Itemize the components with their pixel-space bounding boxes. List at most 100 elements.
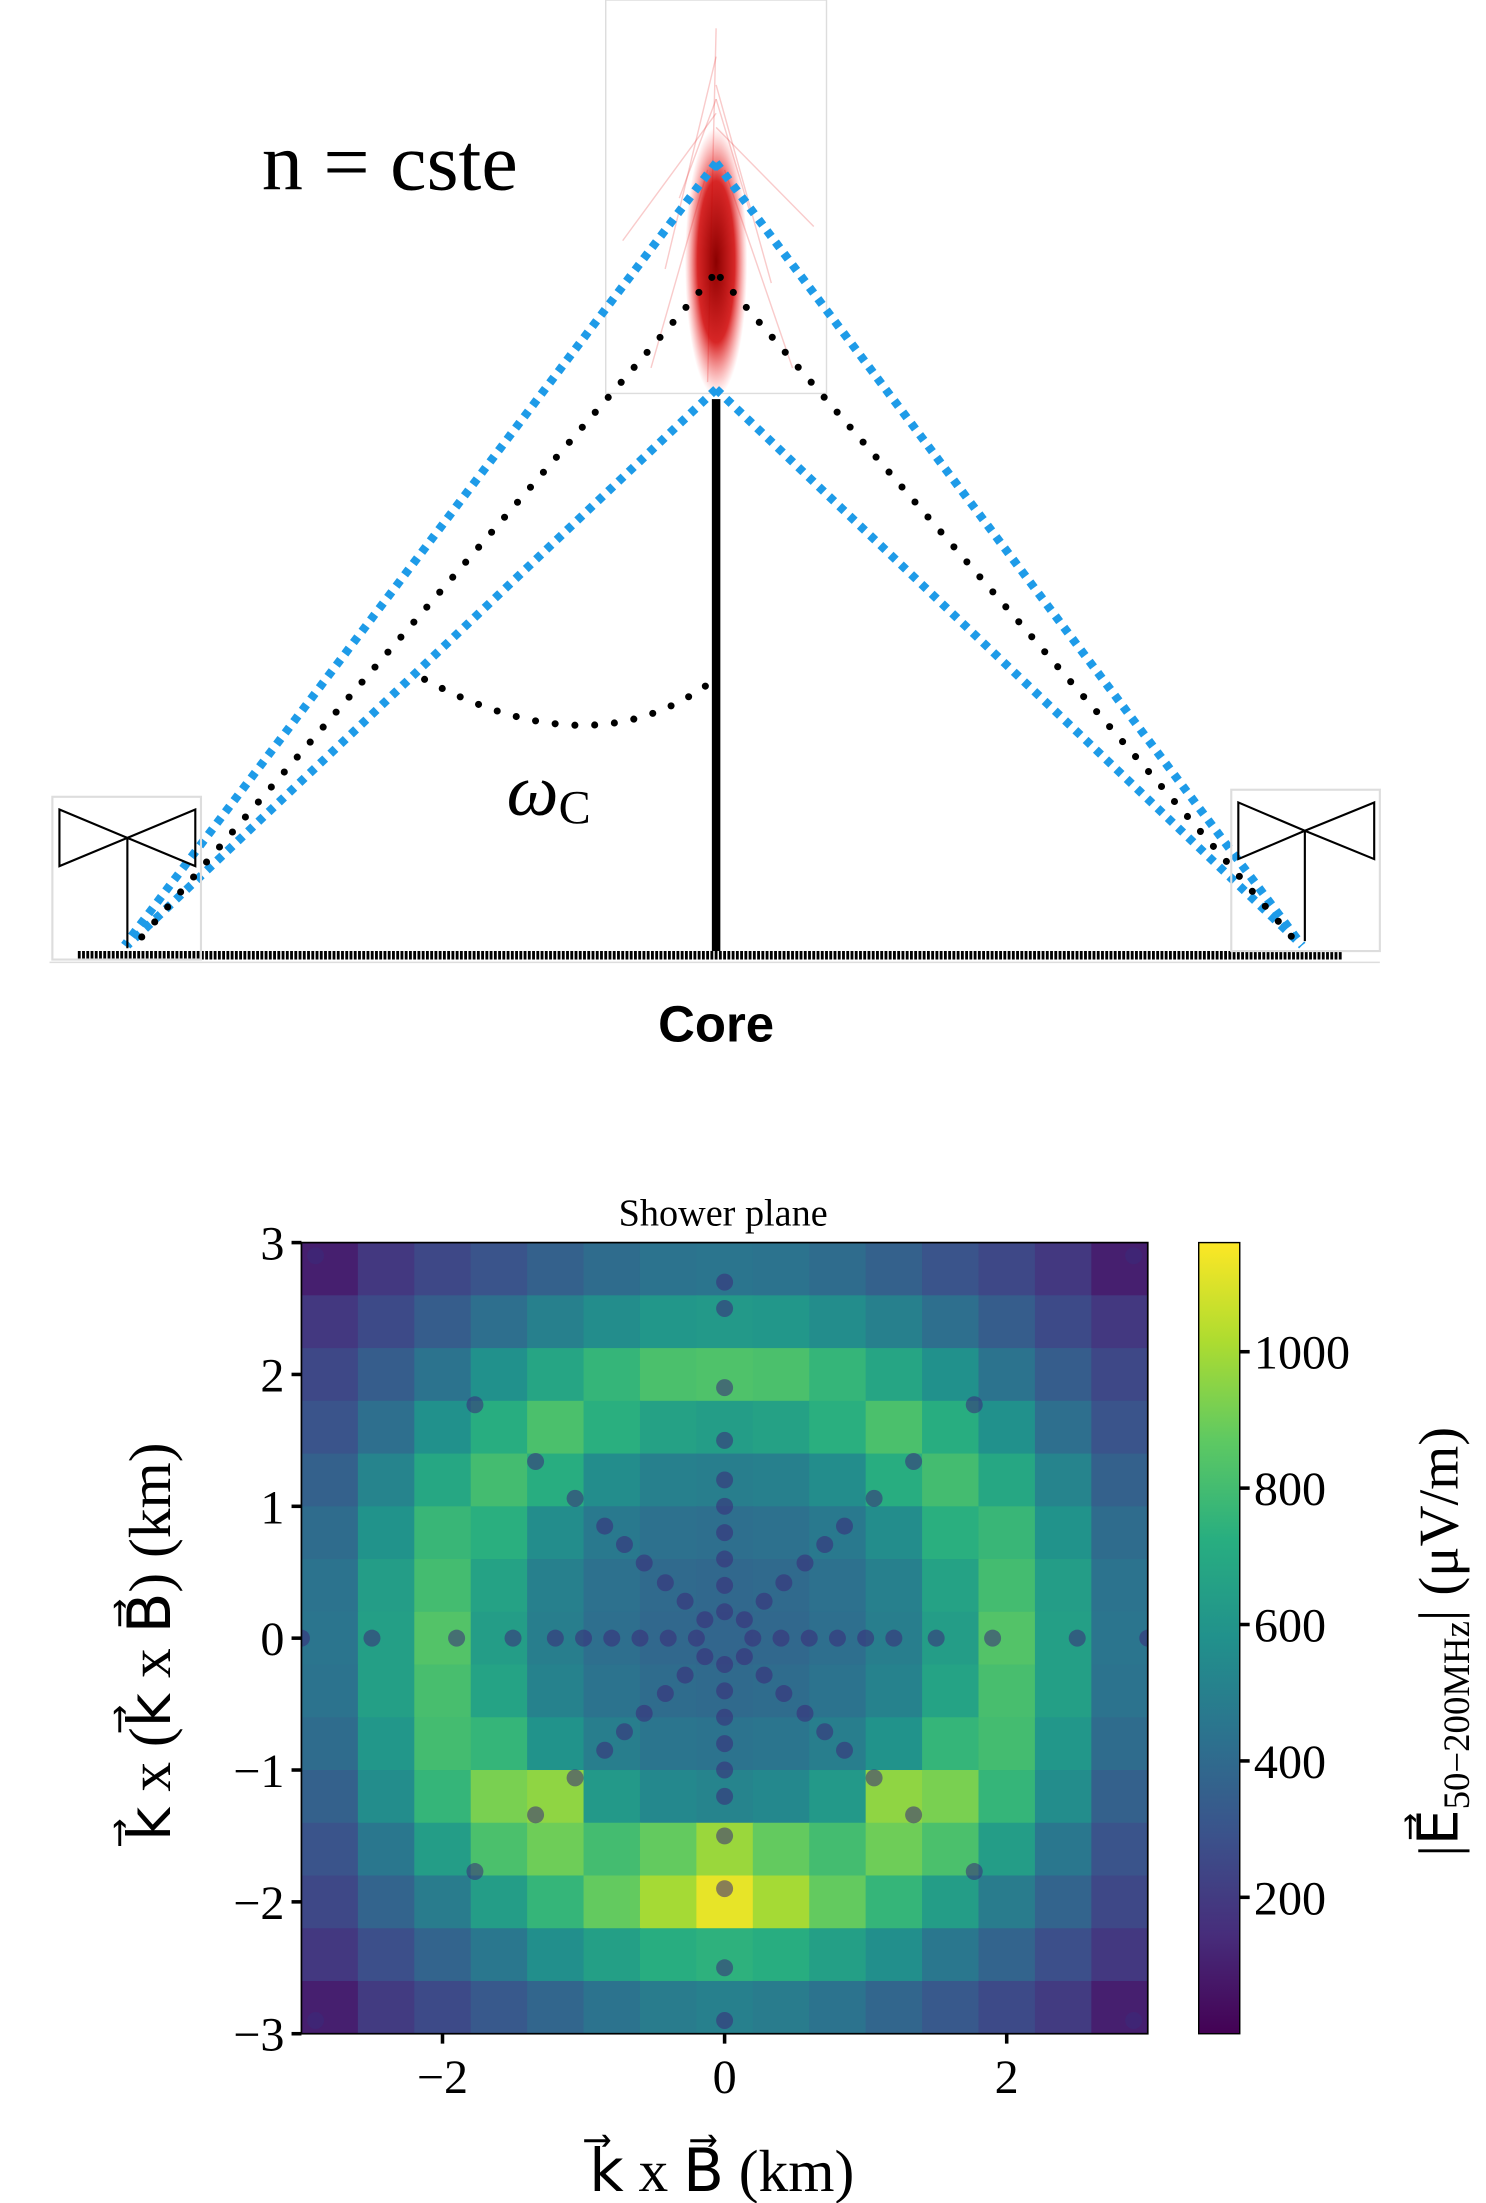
heatmap-cell	[357, 1717, 416, 1771]
antenna-point	[466, 1396, 484, 1414]
antenna-point	[836, 1741, 853, 1759]
heatmap-cell	[301, 1928, 359, 1982]
y-tick-label: −3	[233, 2009, 284, 2062]
antenna-point	[796, 1554, 814, 1572]
heatmap-cell	[357, 1348, 416, 1402]
antenna-point	[716, 1471, 734, 1489]
heatmap-cell	[414, 1559, 472, 1613]
heatmap-cell	[527, 1928, 585, 1982]
heatmap-cell	[470, 1348, 528, 1402]
heatmap-cell	[809, 1822, 867, 1877]
antenna-point	[716, 1735, 734, 1753]
heatmap-cell	[1091, 1400, 1148, 1455]
heatmap-cell	[470, 1770, 528, 1824]
cone-dots	[130, 273, 1303, 949]
heatmap-cell	[527, 1980, 585, 2034]
heatmap-cell	[752, 1928, 811, 1982]
heatmap-cell	[922, 1506, 980, 1560]
antenna-point	[716, 1576, 734, 1594]
y-axis-label: k⃗ x (k⃗ x B⃗) (km)	[114, 1442, 183, 1846]
heatmap-cell	[470, 1928, 528, 1982]
colorbar-label: |E⃗50−200MHz| (μV/m)	[1403, 1427, 1477, 1857]
heatmap-cell	[1091, 1717, 1148, 1771]
antenna-point	[744, 1629, 762, 1647]
heatmap-cell	[583, 1559, 641, 1613]
antenna-point	[836, 1517, 853, 1535]
heatmap-cell	[527, 1559, 585, 1613]
heatmap-cell	[922, 1664, 980, 1719]
heatmap-cell	[470, 1453, 528, 1508]
y-tick-label: −1	[233, 1745, 284, 1798]
heatmap-cell	[978, 1348, 1036, 1402]
antenna-point	[615, 1723, 633, 1741]
heatmap-cell	[1034, 1822, 1093, 1877]
heatmap-cell	[583, 1928, 641, 1982]
heatmap-cell	[470, 1980, 528, 2034]
heatmap-cell	[357, 1980, 416, 2034]
heatmap-cell	[357, 1453, 416, 1508]
antenna-point	[596, 1741, 614, 1759]
antenna-point	[363, 1629, 381, 1647]
heatmap-cell	[527, 1664, 585, 1719]
heatmap-cell	[414, 1295, 472, 1349]
antenna-point	[984, 1629, 1002, 1647]
antenna-point	[566, 1489, 584, 1507]
antenna-point	[635, 1554, 653, 1572]
heatmap-cell	[865, 1717, 923, 1771]
heatmap-cell	[809, 1664, 867, 1719]
x-tick-label: 0	[713, 2051, 737, 2104]
heatmap-cell	[583, 1664, 641, 1719]
heatmap-cell	[357, 1506, 416, 1560]
antenna-point	[716, 1827, 734, 1845]
antenna-point	[772, 1629, 790, 1647]
antenna-points	[301, 1247, 1148, 2030]
antenna-point	[716, 1708, 734, 1726]
y-tick-label: 1	[260, 1481, 284, 1534]
antenna-point	[755, 1592, 773, 1610]
antenna-point	[865, 1489, 883, 1507]
heatmap-cell	[1034, 1664, 1093, 1719]
heatmap-cell	[527, 1400, 585, 1455]
heatmap-cell	[639, 1822, 698, 1877]
antenna-point	[716, 2012, 734, 2030]
heatmap-cell	[865, 1506, 923, 1560]
heatmap-cell	[1034, 1980, 1093, 2034]
omega-sub: C	[559, 782, 591, 835]
y-tick-label: 2	[260, 1349, 284, 1402]
x-tick-label: 2	[995, 2051, 1019, 2104]
colorbar	[1197, 1241, 1241, 2035]
antenna-right	[1230, 788, 1381, 953]
antenna-point	[696, 1611, 714, 1629]
heatmap-cell	[1034, 1295, 1093, 1349]
antenna-point	[735, 1611, 753, 1629]
heatmap-cell	[865, 1664, 923, 1719]
heatmap-cell	[1034, 1453, 1093, 1508]
heatmap-cell	[527, 1875, 585, 1930]
antenna-point	[716, 1300, 734, 1318]
heatmap-cell	[809, 1506, 867, 1560]
heatmap-cell	[639, 1242, 698, 1297]
heatmap-cell	[357, 1295, 416, 1349]
antenna-point	[687, 1629, 705, 1647]
x-axis-label: k⃗ x B⃗ (km)	[584, 2135, 854, 2203]
heatmap-cell	[752, 1717, 811, 1771]
refractive-label: n = cste	[262, 117, 518, 208]
heatmap-cell	[978, 1928, 1036, 1982]
antenna-point	[716, 1787, 734, 1805]
antenna-point	[716, 1656, 734, 1674]
heatmap-cell	[922, 1559, 980, 1613]
shower	[684, 127, 748, 397]
antenna-point	[716, 1431, 734, 1449]
heatmap-cell	[583, 1875, 641, 1930]
heatmap-cell	[527, 1295, 585, 1349]
heatmap-cell	[922, 1717, 980, 1771]
heatmap-cell	[1091, 1822, 1148, 1877]
antenna-point	[885, 1629, 903, 1647]
heatmap-cell	[583, 1506, 641, 1560]
heatmap-cell	[809, 1559, 867, 1613]
heatmap-cell	[865, 1348, 923, 1402]
heatmap-cell	[639, 1770, 698, 1824]
heatmap-cell	[809, 1717, 867, 1771]
heatmap-cell	[752, 1348, 811, 1402]
heatmap-cell	[752, 1453, 811, 1508]
